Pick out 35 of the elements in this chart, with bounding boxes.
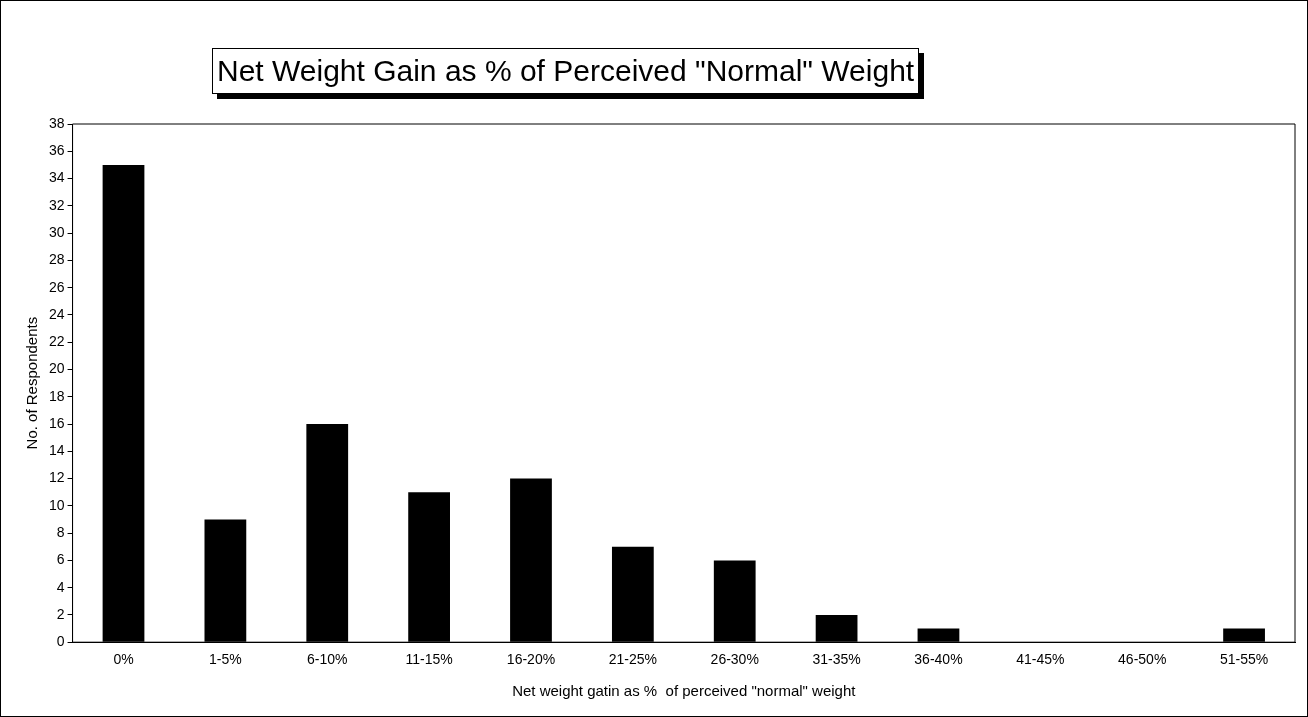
- y-tick-label: 28: [48, 251, 65, 268]
- y-tick-label: 32: [48, 196, 65, 213]
- x-tick-label: 41-45%: [1016, 651, 1065, 668]
- x-tick-label: 21-25%: [608, 651, 657, 668]
- x-tick-label: 46-50%: [1118, 651, 1167, 668]
- y-tick-label: 22: [48, 333, 65, 350]
- x-tick-label: 16-20%: [506, 651, 556, 668]
- y-tick-label: 20: [48, 360, 65, 377]
- y-tick-label: 6: [56, 551, 65, 568]
- x-tick-label: 31-35%: [812, 651, 861, 668]
- y-tick-label: 18: [48, 387, 65, 404]
- y-tick-label: 14: [48, 442, 65, 459]
- y-tick-label: 36: [48, 142, 65, 159]
- x-tick-label: 36-40%: [914, 651, 963, 668]
- y-tick-label: 26: [48, 278, 65, 295]
- y-tick-label: 0: [56, 633, 65, 650]
- y-tick-label: 12: [48, 469, 65, 486]
- y-tick-label: 8: [56, 523, 65, 540]
- chart-title: Net Weight Gain as % of Perceived "Normal" Weight: [212, 48, 920, 94]
- y-tick-label: 24: [48, 305, 65, 322]
- y-tick-label: 34: [48, 169, 65, 186]
- y-axis-title: No. of Respondents: [23, 316, 41, 450]
- y-tick-label: 38: [48, 114, 65, 131]
- x-tick-label: 0%: [113, 651, 134, 668]
- y-tick-label: 2: [56, 605, 65, 622]
- x-tick-label: 6-10%: [307, 651, 348, 668]
- x-tick-label: 51-55%: [1219, 651, 1269, 668]
- y-tick-label: 30: [48, 223, 65, 240]
- y-tick-label: 4: [56, 578, 65, 595]
- x-axis-title: Net weight gatin as % of perceived "normal" weight: [512, 682, 857, 700]
- x-tick-label: 26-30%: [710, 651, 759, 668]
- y-tick-label: 16: [48, 414, 65, 431]
- x-tick-label: 11-15%: [405, 651, 453, 668]
- x-tick-label: 1-5%: [209, 651, 242, 668]
- y-tick-label: 10: [48, 496, 65, 513]
